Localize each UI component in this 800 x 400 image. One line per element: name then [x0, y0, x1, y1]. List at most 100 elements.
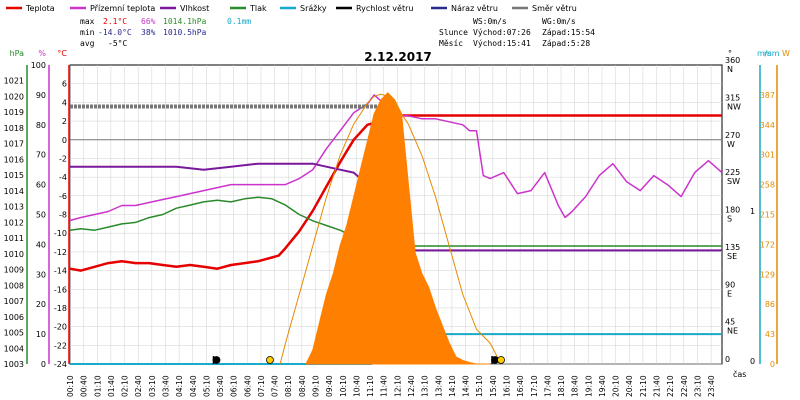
mm-tick-label: 301 [760, 151, 775, 160]
solar-theoretical-line [279, 93, 502, 365]
x-tick-label: 02:40 [134, 375, 143, 397]
x-tick-label: 09:10 [312, 375, 321, 397]
tick-label: 20 [36, 300, 46, 309]
tick-label: -22 [54, 341, 67, 350]
right-axes: ° 0 45 90 135 180 225 270 315 360 NE E SE S SW W NW Nm/s 0… [725, 49, 790, 369]
x-tick-label: 13:10 [421, 375, 430, 397]
x-tick-label: 04:40 [189, 375, 198, 397]
degree-tick-label: 225 [725, 168, 740, 177]
x-tick-label: 22:10 [666, 375, 675, 397]
solar-area [305, 92, 491, 365]
stats-panel: max 2.1°C 66% 1014.1hPa 0.1mm min -14.0°… [80, 17, 595, 48]
x-tick-label: 06:10 [230, 375, 239, 397]
moonrise-time: Východ:15:41 [473, 39, 531, 48]
x-tick-label: 10:10 [339, 375, 348, 397]
tick-label: 1016 [4, 155, 24, 164]
max-pressure: 1014.1hPa [163, 17, 207, 26]
tick-label: 1021 [4, 77, 24, 86]
mm-tick-label: 43 [765, 330, 775, 339]
series-line-3 [69, 196, 722, 247]
x-tick-label: 14:40 [462, 375, 471, 397]
legend-label: Přízemní teplota [90, 4, 155, 13]
sunrise-marker [266, 356, 274, 364]
x-tick-label: 01:40 [107, 375, 116, 397]
direction-label: W [727, 140, 735, 149]
tick-label: 1007 [4, 297, 24, 306]
wind-speed-readout: WS:0m/s [473, 17, 507, 26]
x-tick-label: 21:40 [653, 375, 662, 397]
x-tick-label: 12:10 [393, 375, 402, 397]
tick-label: -18 [54, 304, 67, 313]
degree-tick-label: 315 [725, 93, 740, 102]
degree-tick-label: 360 [725, 56, 740, 65]
sun-label: Slunce [439, 28, 468, 37]
tick-label: 80 [36, 121, 46, 130]
x-tick-label: 00:40 [80, 375, 89, 397]
x-tick-label: 04:10 [175, 375, 184, 397]
series-line-0 [69, 112, 722, 272]
tick-label: -20 [54, 323, 67, 332]
tick-label: 0 [41, 360, 46, 369]
hpa-axis-label: hPa [10, 49, 25, 58]
legend: Teplota Přízemní teplota Vlhkost Tlak Srážky… [6, 4, 577, 13]
degree-tick-label: 90 [725, 280, 735, 289]
direction-label: NW [727, 102, 741, 111]
celsius-axis-label: °C [57, 49, 67, 58]
tick-label: 100 [31, 61, 46, 70]
min-label: min [80, 28, 95, 37]
x-tick-label: 16:40 [516, 375, 525, 397]
min-temp: -14.0°C [98, 28, 132, 37]
x-tick-label: 18:40 [571, 375, 580, 397]
x-tick-label: 20:10 [612, 375, 621, 397]
tick-label: 1018 [4, 124, 24, 133]
legend-label: Vlhkost [180, 4, 209, 13]
x-tick-label: 11:10 [366, 375, 375, 397]
tick-label: 6 [62, 80, 67, 89]
tick-label: 1009 [4, 266, 24, 275]
sunset-time: Západ:15:54 [542, 28, 595, 37]
mm-tick-label: 387 [760, 91, 775, 100]
tick-label: 1015 [4, 171, 24, 180]
tick-label: 1008 [4, 281, 24, 290]
left-axes: hPa1003100410051006100710081009101010111… [4, 49, 70, 369]
x-tick-label: 19:40 [598, 375, 607, 397]
tick-label: 1011 [4, 234, 24, 243]
tick-label: 2 [62, 117, 67, 126]
x-tick-label: 19:10 [584, 375, 593, 397]
degree-tick-label: 180 [725, 206, 740, 215]
tick-label: -24 [54, 360, 67, 369]
tick-label: 10 [36, 330, 46, 339]
tick-label: -12 [54, 248, 67, 257]
x-tick-label: 17:40 [543, 375, 552, 397]
ms-axis-label: m/s [757, 49, 772, 58]
tick-label: 1017 [4, 140, 24, 149]
tick-label: -6 [59, 192, 67, 201]
tick-label: 1020 [4, 92, 24, 101]
tick-label: 70 [36, 151, 46, 160]
direction-label: E [727, 289, 732, 298]
tick-label: 1013 [4, 203, 24, 212]
direction-label: NE [727, 327, 738, 336]
x-axis-label: čas [733, 369, 746, 379]
tick-label: 1005 [4, 329, 24, 338]
direction-label: S [727, 215, 732, 224]
degree-tick-label: 135 [725, 243, 740, 252]
tick-label: 1019 [4, 108, 24, 117]
percent-axis-label: % [38, 49, 46, 58]
x-tick-label: 03:10 [148, 375, 157, 397]
mm-tick-label: 258 [760, 181, 775, 190]
mm-tick-label: 86 [765, 300, 775, 309]
sunrise-time: Východ:07:26 [473, 28, 531, 37]
legend-label: Teplota [25, 4, 55, 13]
tick-label: -4 [59, 173, 67, 182]
x-tick-label: 12:40 [407, 375, 416, 397]
ms-tick-label: 1 [750, 207, 755, 216]
tick-label: 60 [36, 181, 46, 190]
tick-label: 1010 [4, 250, 24, 259]
x-tick-label: 05:40 [216, 375, 225, 397]
x-tick-label: 14:10 [448, 375, 457, 397]
x-tick-label: 16:10 [502, 375, 511, 397]
tick-label: 1004 [4, 344, 24, 353]
tick-label: 1014 [4, 187, 24, 196]
x-tick-label: 08:10 [284, 375, 293, 397]
